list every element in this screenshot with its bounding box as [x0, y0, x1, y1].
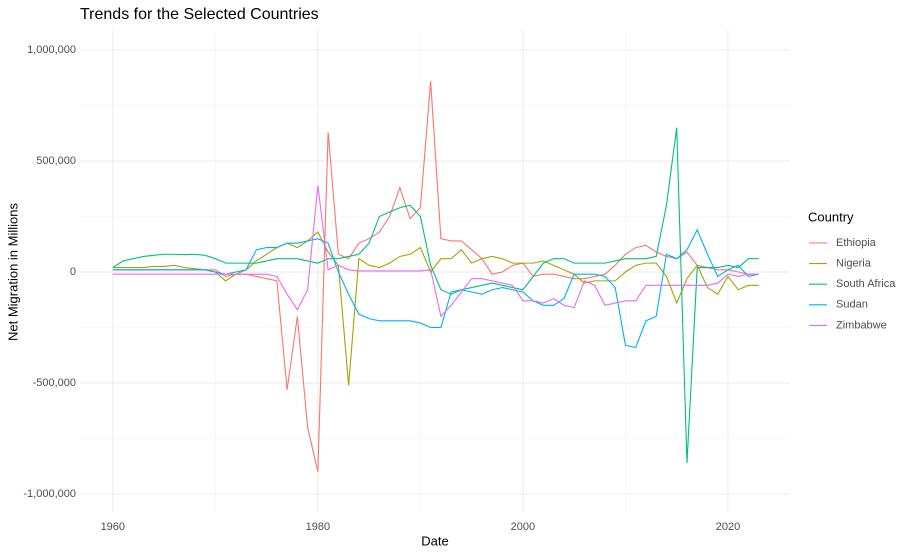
- series-line: [112, 231, 759, 386]
- chart-title: Trends for the Selected Countries: [80, 6, 319, 23]
- x-tick-label: 2000: [511, 521, 535, 533]
- x-tick-label: 1980: [306, 521, 330, 533]
- legend-label: South Africa: [836, 278, 896, 290]
- series-line: [112, 127, 759, 463]
- legend-label: Ethiopia: [836, 237, 877, 249]
- y-axis-label: Net Migration in Millions: [5, 203, 20, 341]
- grid: [80, 30, 790, 512]
- legend-title: Country: [808, 209, 854, 224]
- series-line: [112, 228, 759, 349]
- legend-label: Zimbabwe: [836, 319, 887, 331]
- x-axis-label: Date: [421, 533, 448, 548]
- legend-label: Sudan: [836, 299, 868, 311]
- x-tick-label: 2020: [716, 521, 740, 533]
- y-tick-label: 500,000: [36, 155, 76, 167]
- y-tick-label: 0: [70, 266, 76, 278]
- x-tick-label: 1960: [101, 521, 125, 533]
- y-tick-label: -500,000: [33, 377, 76, 389]
- legend-label: Nigeria: [836, 258, 872, 270]
- series-line: [112, 185, 759, 318]
- y-tick-label: 1,000,000: [27, 44, 76, 56]
- y-tick-label: -1,000,000: [23, 488, 76, 500]
